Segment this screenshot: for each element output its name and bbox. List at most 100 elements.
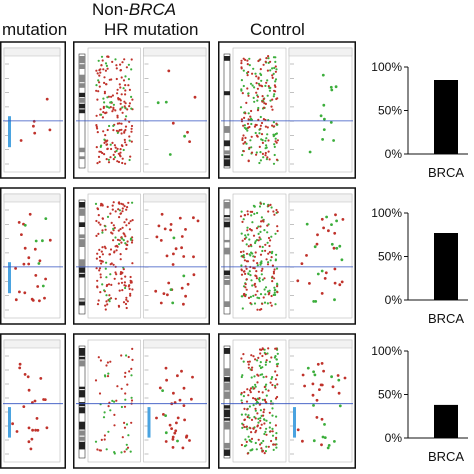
data-point [23, 223, 27, 227]
data-point [263, 432, 266, 436]
data-point [246, 63, 249, 66]
data-point [343, 376, 347, 380]
data-point [116, 385, 119, 388]
data-point [333, 231, 337, 235]
data-point [106, 67, 109, 70]
data-point [259, 127, 262, 130]
data-point [257, 374, 260, 377]
data-point [252, 404, 255, 407]
data-point [129, 294, 132, 297]
data-point [118, 243, 121, 246]
data-point [182, 404, 186, 407]
data-point [254, 72, 257, 75]
data-point [116, 114, 119, 117]
data-point [96, 252, 99, 255]
data-point [267, 252, 270, 255]
data-point [273, 291, 276, 294]
data-point [272, 56, 276, 59]
data-point [258, 205, 262, 208]
data-point [23, 373, 27, 376]
y-tick-label: 100% [371, 344, 402, 358]
data-point [251, 84, 254, 87]
data-point [330, 223, 333, 227]
data-point [264, 430, 267, 433]
data-point [259, 58, 262, 61]
data-point [117, 160, 121, 164]
data-point [265, 375, 268, 378]
data-point [250, 151, 254, 154]
data-point [246, 59, 249, 62]
data-point [250, 376, 253, 379]
data-point [95, 267, 98, 270]
data-point [128, 105, 131, 108]
data-point [259, 238, 262, 241]
chromosome-band [79, 239, 85, 247]
data-point [276, 383, 279, 386]
data-point [123, 138, 126, 141]
data-point [340, 258, 344, 262]
data-point [256, 99, 259, 102]
data-point [103, 289, 106, 292]
data-point [104, 69, 107, 72]
data-point [130, 124, 134, 128]
data-point [115, 249, 118, 252]
data-point [131, 358, 134, 361]
data-point [112, 108, 115, 111]
data-point [240, 295, 243, 298]
data-point [192, 216, 195, 220]
data-point [241, 307, 244, 310]
data-point [243, 116, 246, 119]
chromosome-band [79, 267, 85, 273]
data-point [124, 141, 127, 144]
data-point [338, 404, 342, 408]
data-point [126, 206, 129, 209]
data-point [254, 293, 257, 296]
data-point [264, 249, 267, 252]
data-point [241, 138, 244, 142]
data-point [108, 78, 111, 81]
data-point [100, 262, 103, 265]
data-point [265, 137, 268, 140]
data-point [125, 208, 128, 211]
data-point [264, 388, 267, 391]
data-point [240, 413, 243, 416]
data-point [256, 381, 259, 384]
data-point [316, 272, 320, 276]
data-point [125, 296, 128, 299]
chromosome-band [224, 218, 230, 221]
chromosome-band [79, 234, 85, 239]
chromosome-band [79, 74, 85, 83]
chromosome-band [79, 402, 85, 407]
data-point [156, 101, 160, 105]
data-point [31, 428, 34, 432]
data-point [320, 443, 323, 447]
chromosome-ideogram [223, 345, 231, 459]
data-point [251, 252, 254, 255]
data-point [259, 417, 262, 420]
panel-r2-c1 [0, 187, 66, 325]
data-point [96, 98, 99, 101]
data-point [262, 296, 265, 299]
data-point [127, 78, 130, 81]
chromosome-band [224, 391, 230, 399]
data-point [321, 73, 325, 77]
data-point [261, 354, 264, 358]
chromosome-band [79, 83, 85, 88]
data-point [114, 236, 117, 239]
data-point [243, 270, 246, 273]
data-point [106, 55, 109, 58]
data-point [116, 147, 119, 150]
chromosome-band [224, 126, 230, 133]
data-point [127, 63, 130, 66]
data-point [254, 131, 257, 135]
data-point [250, 135, 253, 138]
data-point [254, 397, 257, 400]
data-point [111, 399, 114, 402]
chromosome-band [224, 421, 230, 430]
data-point [267, 347, 270, 350]
data-point [121, 207, 124, 210]
data-point [22, 262, 26, 266]
data-point [272, 95, 275, 98]
data-point [320, 292, 324, 295]
data-point [124, 275, 127, 278]
